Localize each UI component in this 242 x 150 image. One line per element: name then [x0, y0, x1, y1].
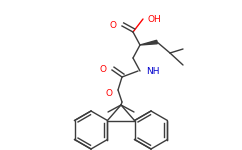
Text: OH: OH [147, 15, 161, 24]
Polygon shape [140, 40, 157, 45]
Text: O: O [110, 21, 117, 30]
Text: O: O [106, 88, 113, 98]
Text: NH: NH [146, 66, 159, 75]
Text: O: O [100, 66, 107, 75]
